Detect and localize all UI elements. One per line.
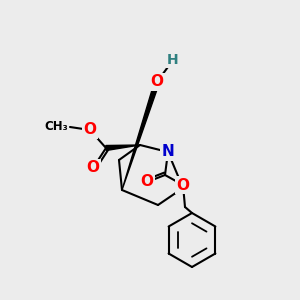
Text: N: N xyxy=(162,145,174,160)
Polygon shape xyxy=(122,81,159,190)
Text: O: O xyxy=(151,74,164,89)
Text: CH₃: CH₃ xyxy=(44,121,68,134)
Text: O: O xyxy=(140,175,154,190)
Text: O: O xyxy=(176,178,190,193)
Text: O: O xyxy=(83,122,97,137)
Polygon shape xyxy=(106,145,140,151)
Text: H: H xyxy=(167,53,179,67)
Text: O: O xyxy=(86,160,100,175)
